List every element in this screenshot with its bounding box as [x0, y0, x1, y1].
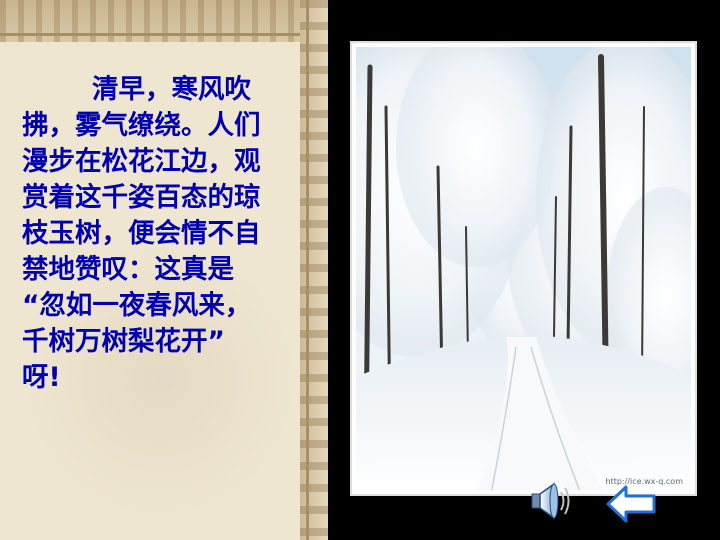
poem-line: 千树万树梨花开”: [22, 326, 225, 357]
photo-watermark: http://ice.wx-q.com: [605, 477, 683, 486]
poem-line: 赏着这千姿百态的琼: [22, 182, 261, 213]
poem-line: 禁地赞叹：这真是: [22, 254, 234, 285]
poem-text: 清早，寒风吹 拂，雾气缭绕。人们 漫步在松花江边，观 赏着这千姿百态的琼 枝玉树…: [22, 72, 312, 396]
poem-line: 拂，雾气缭绕。人们: [22, 110, 261, 141]
background-pattern: [20, 240, 300, 520]
speaker-icon[interactable]: [526, 478, 574, 524]
poem-line: 漫步在松花江边，观: [22, 146, 261, 177]
snow-trees-photo: http://ice.wx-q.com: [356, 47, 691, 490]
text-panel: 清早，寒风吹 拂，雾气缭绕。人们 漫步在松花江边，观 赏着这千姿百态的琼 枝玉树…: [0, 0, 328, 540]
snow-photo-frame: http://ice.wx-q.com: [350, 41, 697, 496]
poem-line: 枝玉树，便会情不自: [22, 218, 261, 249]
decorative-border-right: [300, 0, 328, 540]
left-arrow-icon[interactable]: [606, 484, 656, 524]
poem-line: 呀!: [22, 362, 61, 393]
poem-line: 清早，寒风吹: [92, 74, 251, 105]
poem-line: “忽如一夜春风来，: [22, 290, 252, 321]
decorative-border-top: [0, 0, 328, 42]
